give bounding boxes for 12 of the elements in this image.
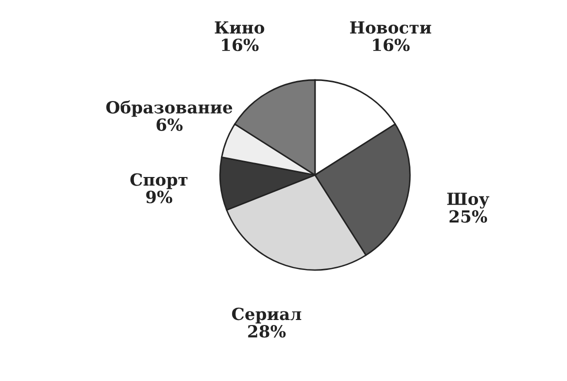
- data-label: 9%: [146, 190, 172, 204]
- slice-label: Новости: [350, 21, 432, 34]
- slice-label: Сериал: [232, 308, 302, 324]
- data-label: 25%: [450, 210, 488, 223]
- data-label: 16%: [222, 38, 259, 52]
- data-label: 28%: [248, 325, 286, 338]
- slice-label: Образование: [106, 100, 232, 117]
- data-label: 6%: [156, 118, 183, 131]
- slice-label: Спорт: [130, 173, 188, 190]
- slice-label: Кино: [214, 21, 264, 34]
- data-label: 16%: [373, 38, 410, 52]
- slice-label: Шоу: [447, 192, 490, 209]
